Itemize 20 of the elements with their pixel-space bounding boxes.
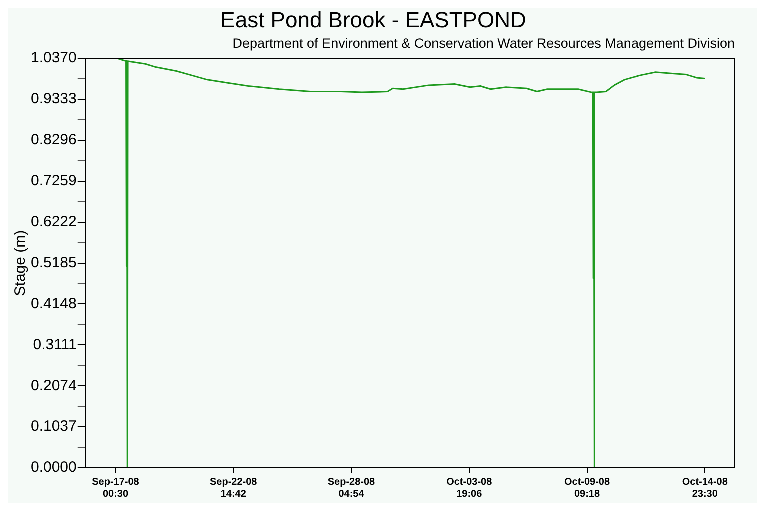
x-tick-label: Oct-14-08 23:30 xyxy=(682,476,728,500)
y-tick-label: 0.8296 xyxy=(30,132,77,149)
y-tick-label: 0.2074 xyxy=(30,377,77,394)
chart-subtitle: Department of Environment & Conservation Water Resources Management Division xyxy=(232,36,735,52)
x-tick-label: Oct-03-08 19:06 xyxy=(446,476,493,500)
y-tick-label: 0.0000 xyxy=(30,459,77,476)
y-tick-label: 0.3111 xyxy=(33,336,77,354)
y-tick-label: 1.0370 xyxy=(30,50,77,67)
x-tick-label: Sep-28-08 04:54 xyxy=(328,476,376,500)
x-tick-label: Sep-17-08 00:30 xyxy=(92,476,140,500)
y-tick-label: 0.1037 xyxy=(30,418,77,436)
x-tick-label: Sep-22-08 14:42 xyxy=(210,476,258,500)
x-tick-label: Oct-09-08 09:18 xyxy=(564,476,610,500)
y-tick-label: 0.7259 xyxy=(30,172,77,190)
y-tick-label: 0.6222 xyxy=(30,214,77,230)
y-axis-title: Stage (m) xyxy=(12,230,30,296)
y-tick-label: 0.9333 xyxy=(30,90,77,108)
chart-title: East Pond Brook - EASTPOND xyxy=(220,7,526,32)
y-tick-label: 0.4148 xyxy=(30,295,77,312)
y-tick-label: 0.5185 xyxy=(30,254,77,272)
